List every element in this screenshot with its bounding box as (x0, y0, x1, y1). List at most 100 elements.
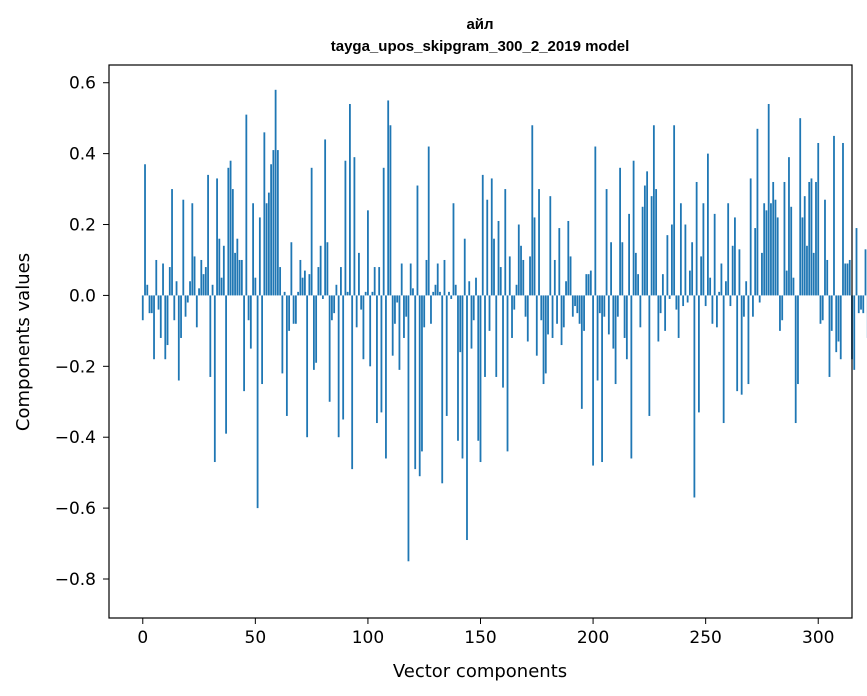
bar (790, 206, 793, 296)
bar (470, 295, 473, 349)
bar (272, 150, 275, 296)
bar (556, 295, 558, 324)
bar (526, 295, 529, 342)
bar (360, 295, 363, 310)
bar (421, 295, 423, 452)
bar (812, 252, 815, 296)
x-tick-label: 50 (245, 628, 267, 648)
x-tick-label: 300 (802, 628, 834, 648)
bar (740, 295, 743, 395)
bar (290, 242, 293, 296)
bar (718, 291, 721, 296)
bar (749, 178, 752, 296)
bar (294, 295, 297, 324)
bar (842, 142, 844, 296)
bar (722, 295, 725, 424)
bar (698, 295, 700, 413)
y-axis-ticks: −0.8 −0.6 −0.4 −0.2 0.0 0.2 0.4 0.6 (55, 74, 109, 590)
bar (772, 181, 775, 296)
bar (657, 295, 660, 342)
bar (520, 245, 522, 296)
bar (371, 291, 374, 296)
bar (265, 203, 268, 296)
bar (623, 295, 626, 338)
bar (792, 277, 795, 296)
bar (346, 291, 349, 296)
bar (860, 295, 862, 310)
bar (857, 295, 860, 314)
bar (670, 224, 673, 296)
bar (625, 295, 628, 360)
bar (317, 267, 320, 296)
bar (504, 189, 507, 296)
bar (211, 284, 214, 296)
bar (596, 295, 599, 381)
bar (182, 199, 185, 296)
bar (862, 295, 865, 314)
bar (263, 132, 266, 296)
bar (668, 295, 671, 299)
bar (171, 189, 173, 296)
bar (655, 189, 658, 296)
bar (799, 118, 802, 296)
bar (544, 295, 547, 374)
bar (682, 295, 685, 307)
x-tick-label: 100 (352, 628, 384, 648)
bar (484, 295, 486, 377)
bar (285, 295, 288, 416)
bar (427, 146, 430, 296)
bar (412, 288, 414, 296)
bar (801, 217, 804, 296)
bar (567, 220, 570, 296)
bar (301, 277, 304, 296)
bar (222, 245, 225, 296)
bar (189, 281, 191, 296)
bar (335, 284, 338, 296)
bar (364, 291, 367, 296)
bar (166, 295, 169, 346)
bar (200, 259, 203, 296)
bar (639, 295, 642, 328)
bar (481, 174, 484, 296)
bar (157, 295, 160, 310)
bar (378, 267, 381, 296)
bar (659, 295, 662, 314)
bar (824, 199, 826, 296)
bar (821, 295, 824, 321)
bar (607, 295, 610, 335)
bar (466, 295, 468, 541)
bar (736, 295, 739, 392)
bar (747, 295, 750, 385)
bar (326, 242, 329, 296)
bar (553, 259, 556, 296)
bar (448, 291, 450, 296)
bar (454, 284, 457, 296)
bar (826, 259, 829, 296)
bar (425, 259, 428, 296)
bar (731, 245, 734, 296)
bar (513, 295, 516, 310)
bar (148, 295, 151, 314)
bar (342, 295, 345, 420)
bar (632, 160, 635, 296)
bar (193, 256, 196, 296)
bar (405, 295, 408, 317)
bar (529, 256, 531, 296)
bar (423, 295, 426, 328)
bar (828, 295, 831, 377)
bar (511, 295, 513, 338)
bar (355, 295, 358, 328)
bar (587, 274, 590, 296)
bar (249, 295, 252, 349)
bar (164, 295, 167, 360)
bar (535, 295, 538, 356)
bar (434, 284, 437, 296)
bar (432, 291, 435, 296)
bar (493, 238, 495, 296)
bar (677, 295, 680, 338)
bar (664, 295, 667, 331)
bar (450, 295, 453, 299)
bar (702, 203, 705, 296)
bar (195, 295, 198, 328)
bar (146, 284, 149, 296)
